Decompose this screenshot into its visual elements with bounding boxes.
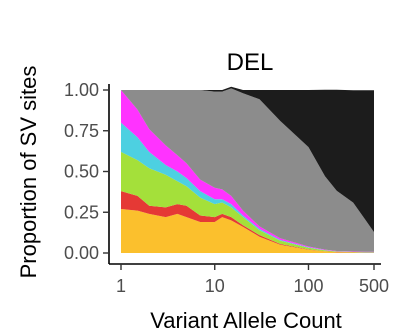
y-axis-title: Proportion of SV sites (16, 66, 41, 279)
y-tick-label: 0.50 (64, 162, 99, 182)
y-tick-label: 1.00 (64, 80, 99, 100)
area-series-7 (121, 86, 374, 233)
chart-title: DEL (227, 49, 274, 76)
x-tick-label: 100 (293, 276, 323, 296)
x-tick-label: 500 (359, 276, 389, 296)
x-tick-label: 1 (116, 276, 126, 296)
y-tick-label: 0.25 (64, 202, 99, 222)
x-tick-label: 10 (205, 276, 225, 296)
area-series-3 (121, 151, 374, 253)
stacked-areas (121, 86, 374, 253)
y-tick-label: 0.00 (64, 243, 99, 263)
area-series-6 (121, 88, 374, 252)
area-series-2 (121, 191, 374, 253)
x-axis-ticks: 1 10 100 500 (116, 264, 389, 296)
y-tick-label: 0.75 (64, 121, 99, 141)
x-axis-title: Variant Allele Count (150, 308, 342, 333)
y-axis-ticks: 0.00 0.25 0.50 0.75 1.00 (64, 80, 109, 263)
area-series-1 (121, 209, 374, 253)
